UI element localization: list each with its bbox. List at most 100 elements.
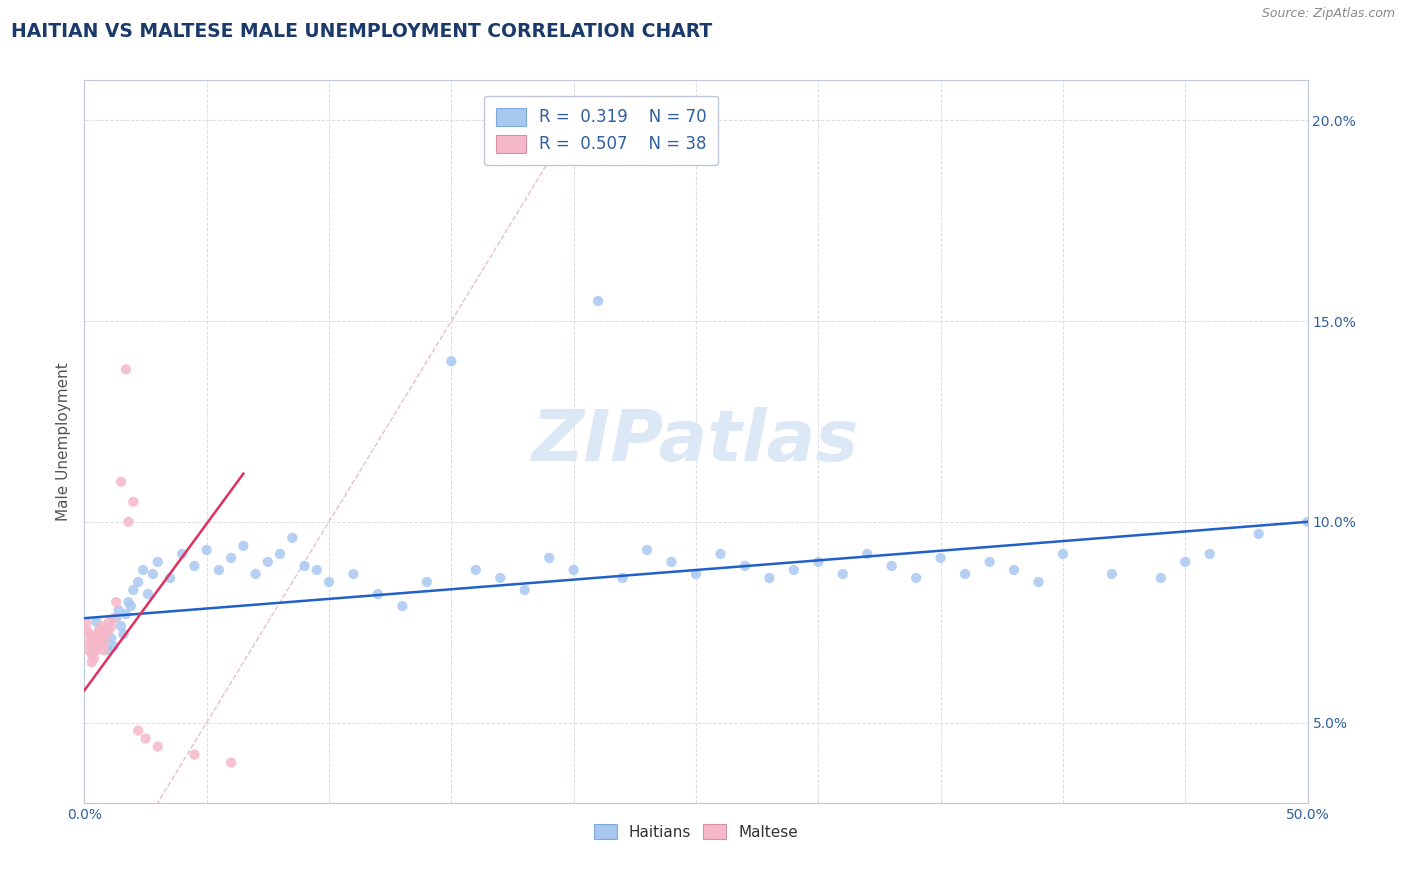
Point [318, 574, 340, 589]
Point [232, 539, 254, 553]
Point [734, 558, 756, 574]
Point [90, 619, 112, 633]
Point [464, 563, 486, 577]
Point [219, 550, 242, 566]
Point [87, 632, 110, 646]
Point [115, 607, 138, 621]
Point [77, 635, 100, 649]
Point [612, 571, 634, 585]
Point [100, 632, 122, 646]
Point [80, 632, 103, 646]
Legend: Haitians, Maltese: Haitians, Maltese [588, 818, 804, 846]
Point [135, 731, 157, 746]
Point [90, 627, 112, 641]
Text: HAITIAN VS MALTESE MALE UNEMPLOYMENT CORRELATION CHART: HAITIAN VS MALTESE MALE UNEMPLOYMENT COR… [11, 22, 713, 41]
Point [86, 635, 108, 649]
Point [83, 643, 105, 657]
Point [1002, 563, 1025, 577]
Point [342, 567, 364, 582]
Point [80, 655, 103, 669]
Point [110, 619, 132, 633]
Point [1296, 515, 1319, 529]
Point [831, 567, 853, 582]
Point [105, 611, 128, 625]
Point [107, 603, 129, 617]
Point [538, 550, 561, 566]
Point [87, 639, 110, 653]
Point [219, 756, 242, 770]
Point [103, 611, 125, 625]
Point [636, 542, 658, 557]
Text: Source: ZipAtlas.com: Source: ZipAtlas.com [1261, 7, 1395, 21]
Point [80, 639, 103, 653]
Point [305, 563, 328, 577]
Point [367, 587, 389, 601]
Point [77, 643, 100, 657]
Point [953, 567, 976, 582]
Point [86, 627, 108, 641]
Point [77, 627, 100, 641]
Point [905, 571, 928, 585]
Point [105, 595, 128, 609]
Point [83, 635, 105, 649]
Point [93, 635, 115, 649]
Point [96, 627, 118, 641]
Point [117, 515, 139, 529]
Point [86, 643, 108, 657]
Point [758, 571, 780, 585]
Point [685, 567, 707, 582]
Point [97, 643, 120, 657]
Point [257, 555, 280, 569]
Point [783, 563, 806, 577]
Point [122, 494, 145, 508]
Point [880, 558, 903, 574]
Point [87, 623, 110, 637]
Point [440, 354, 463, 368]
Point [127, 723, 149, 738]
Text: ZIPatlas: ZIPatlas [533, 407, 859, 476]
Point [709, 547, 731, 561]
Point [76, 623, 98, 637]
Point [929, 550, 952, 566]
Point [807, 555, 830, 569]
Point [136, 587, 159, 601]
Point [132, 563, 155, 577]
Point [146, 739, 169, 754]
Point [1150, 571, 1173, 585]
Point [83, 651, 105, 665]
Point [90, 627, 112, 641]
Point [208, 563, 231, 577]
Point [562, 563, 585, 577]
Point [269, 547, 291, 561]
Point [122, 583, 145, 598]
Point [1101, 567, 1123, 582]
Point [183, 558, 205, 574]
Point [183, 747, 205, 762]
Point [90, 635, 112, 649]
Point [112, 627, 135, 641]
Point [86, 615, 108, 630]
Point [245, 567, 267, 582]
Point [97, 623, 120, 637]
Point [97, 615, 120, 630]
Point [513, 583, 536, 598]
Point [1052, 547, 1074, 561]
Point [1198, 547, 1220, 561]
Point [661, 555, 683, 569]
Point [391, 599, 413, 614]
Point [979, 555, 1001, 569]
Point [142, 567, 165, 582]
Point [416, 574, 439, 589]
Point [195, 542, 218, 557]
Point [294, 558, 316, 574]
Point [127, 574, 149, 589]
Point [76, 615, 98, 630]
Point [120, 599, 142, 614]
Point [103, 639, 125, 653]
Point [1174, 555, 1197, 569]
Point [100, 619, 122, 633]
Point [159, 571, 181, 585]
Point [93, 635, 115, 649]
Point [489, 571, 512, 585]
Point [281, 531, 304, 545]
